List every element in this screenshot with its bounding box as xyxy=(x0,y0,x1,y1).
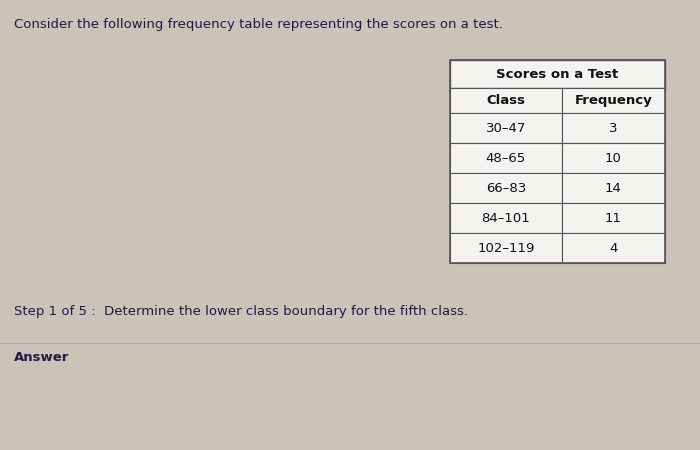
Text: 48–65: 48–65 xyxy=(486,152,526,165)
Text: 30–47: 30–47 xyxy=(486,122,526,135)
Bar xyxy=(562,233,665,263)
Text: Step 1 of 5 :  Determine the lower class boundary for the fifth class.: Step 1 of 5 : Determine the lower class … xyxy=(14,305,468,318)
Text: Consider the following frequency table representing the scores on a test.: Consider the following frequency table r… xyxy=(14,18,503,31)
Bar xyxy=(450,60,665,263)
Text: 4: 4 xyxy=(609,242,617,255)
Bar xyxy=(450,88,562,113)
Text: 66–83: 66–83 xyxy=(486,181,526,194)
Text: 102–119: 102–119 xyxy=(477,242,535,255)
Bar xyxy=(450,113,562,143)
Text: Scores on a Test: Scores on a Test xyxy=(496,68,619,81)
Bar xyxy=(450,233,562,263)
Bar xyxy=(450,143,562,173)
Text: Class: Class xyxy=(486,94,526,107)
Bar xyxy=(450,60,665,88)
Bar xyxy=(562,113,665,143)
Text: 84–101: 84–101 xyxy=(482,212,531,225)
Bar xyxy=(562,143,665,173)
Text: 3: 3 xyxy=(609,122,617,135)
Bar xyxy=(562,203,665,233)
Text: 14: 14 xyxy=(605,181,622,194)
Text: Answer: Answer xyxy=(14,351,69,364)
Text: Frequency: Frequency xyxy=(575,94,652,107)
Bar xyxy=(450,203,562,233)
Bar xyxy=(562,88,665,113)
Bar xyxy=(562,173,665,203)
Text: 10: 10 xyxy=(605,152,622,165)
Bar xyxy=(450,173,562,203)
Text: 11: 11 xyxy=(605,212,622,225)
